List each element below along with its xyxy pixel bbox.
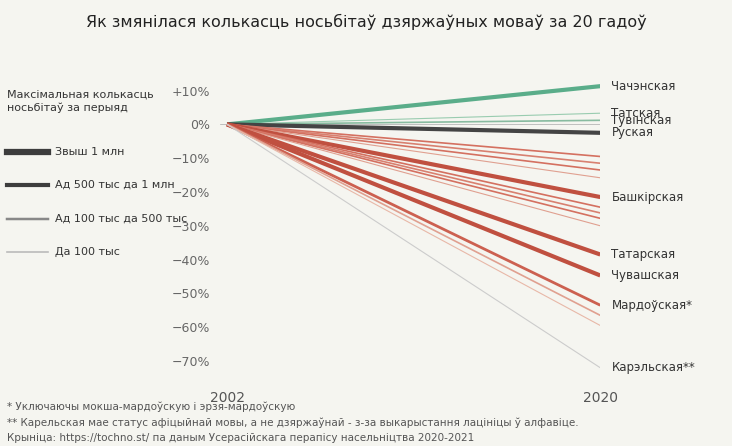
Text: Руская: Руская [611, 126, 654, 139]
Text: Татская: Татская [611, 107, 661, 120]
Text: Чувашская: Чувашская [611, 269, 679, 282]
Text: Звыш 1 млн: Звыш 1 млн [55, 147, 124, 157]
Text: Мардоўская*: Мардоўская* [611, 299, 692, 312]
Text: Як змянілася колькасць носьбітаў дзяржаўных моваў за 20 гадоў: Як змянілася колькасць носьбітаў дзяржаў… [86, 13, 646, 29]
Text: Максімальная колькасць
носьбітаў за перыяд: Максімальная колькасць носьбітаў за перы… [7, 89, 154, 113]
Text: ** Карельская мае статус афіцыйнай мовы, а не дзяржаўнай - з-за выкарыстання лац: ** Карельская мае статус афіцыйнай мовы,… [7, 417, 579, 428]
Text: Карэльская**: Карэльская** [611, 361, 695, 374]
Text: 2020: 2020 [583, 392, 618, 405]
Text: Крыніца: https://tochno.st/ па даным Усерасійскага перапісу насельніцтва 2020-20: Крыніца: https://tochno.st/ па даным Усе… [7, 433, 474, 442]
Text: Ад 100 тыс да 500 тыс: Ад 100 тыс да 500 тыс [55, 214, 187, 223]
Text: Ад 500 тыс да 1 млн: Ад 500 тыс да 1 млн [55, 180, 174, 190]
Text: Башкірская: Башкірская [611, 190, 684, 203]
Text: Чачэнская: Чачэнская [611, 80, 676, 93]
Text: * Уключаючы мокша-мардоўскую і эрзя-мардоўскую: * Уключаючы мокша-мардоўскую і эрзя-мард… [7, 401, 296, 412]
Text: Татарская: Татарская [611, 248, 676, 261]
Text: Да 100 тыс: Да 100 тыс [55, 247, 120, 257]
Text: Тувінская: Тувінская [611, 114, 672, 127]
Text: 2002: 2002 [209, 392, 244, 405]
